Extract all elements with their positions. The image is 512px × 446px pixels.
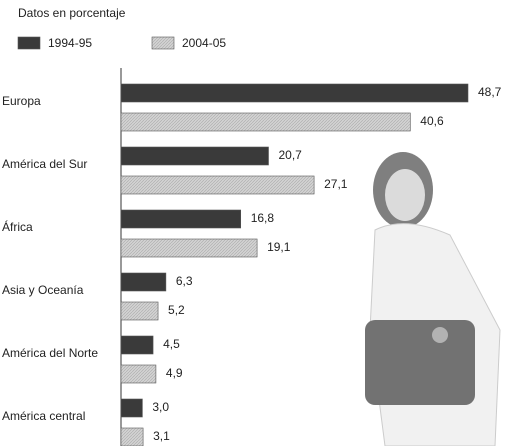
value-label: 20,7 <box>278 148 302 162</box>
bar <box>121 176 314 194</box>
photo <box>365 152 500 446</box>
legend-label: 2004-05 <box>182 36 226 50</box>
value-label: 3,1 <box>153 429 170 443</box>
bar <box>121 273 166 291</box>
legend-swatch <box>152 37 174 49</box>
bar <box>121 147 268 165</box>
value-label: 6,3 <box>176 274 193 288</box>
value-label: 40,6 <box>420 114 444 128</box>
bar <box>121 84 468 102</box>
category-label: Asia y Oceanía <box>2 283 84 297</box>
category-label: Europa <box>2 94 41 108</box>
value-label: 48,7 <box>478 85 502 99</box>
value-label: 19,1 <box>267 240 291 254</box>
bar <box>121 210 241 228</box>
bar <box>121 365 156 383</box>
category-label: América del Norte <box>2 346 98 360</box>
bar <box>121 302 158 320</box>
bar <box>121 428 143 446</box>
value-label: 27,1 <box>324 177 348 191</box>
chart: Datos en porcentaje 1994-95 2004-05 Europa… <box>0 0 512 446</box>
bar <box>121 399 142 417</box>
bar <box>121 113 410 131</box>
value-label: 4,5 <box>163 337 180 351</box>
legend-label: 1994-95 <box>48 36 92 50</box>
bar <box>121 239 257 257</box>
value-label: 5,2 <box>168 303 185 317</box>
legend-swatch <box>18 37 40 49</box>
value-label: 16,8 <box>251 211 275 225</box>
value-label: 3,0 <box>152 400 169 414</box>
subtitle: Datos en porcentaje <box>18 6 126 20</box>
value-label: 4,9 <box>166 366 183 380</box>
category-label: África <box>2 219 33 234</box>
bar <box>121 336 153 354</box>
category-label: América central <box>2 409 85 423</box>
category-label: América del Sur <box>2 157 87 171</box>
